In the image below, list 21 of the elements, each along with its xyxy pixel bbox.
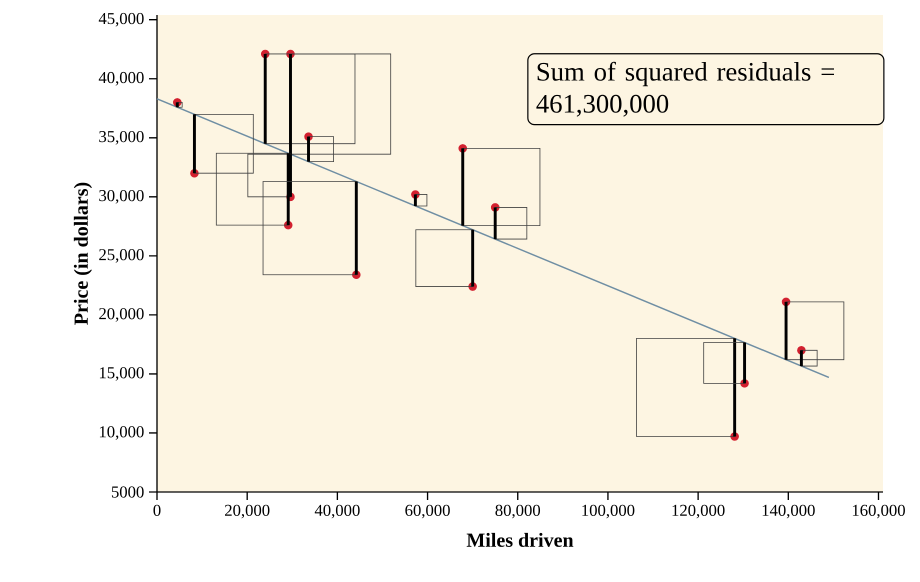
- x-tick-label: 20,000: [225, 504, 270, 518]
- x-tick-label: 80,000: [495, 504, 540, 518]
- x-tick-label: 140,000: [762, 504, 815, 518]
- x-tick-label: 120,000: [672, 504, 725, 518]
- y-axis-title: Price (in dollars): [74, 182, 92, 325]
- x-tick-label: 40,000: [314, 504, 360, 518]
- y-tick-label: 10,000: [100, 426, 144, 440]
- x-tick-label: 100,000: [582, 504, 634, 518]
- y-tick-label: 15,000: [100, 367, 144, 381]
- x-axis-title: Miles driven: [466, 532, 574, 547]
- y-tick-label: 30,000: [99, 190, 144, 204]
- y-tick-label: 45,000: [98, 12, 144, 27]
- y-tick-label: 20,000: [99, 308, 144, 322]
- y-tick-label: 25,000: [99, 249, 144, 263]
- annotation: Sum of squared residuals = 461,300,000: [536, 62, 834, 117]
- x-tick-label: 0: [153, 504, 161, 516]
- y-tick-label: 5000: [112, 486, 144, 498]
- y-tick-label: 35,000: [99, 130, 144, 145]
- x-tick-label: 160,000: [852, 504, 905, 518]
- x-tick-label: 60,000: [405, 504, 450, 518]
- y-tick-label: 40,000: [98, 72, 144, 86]
